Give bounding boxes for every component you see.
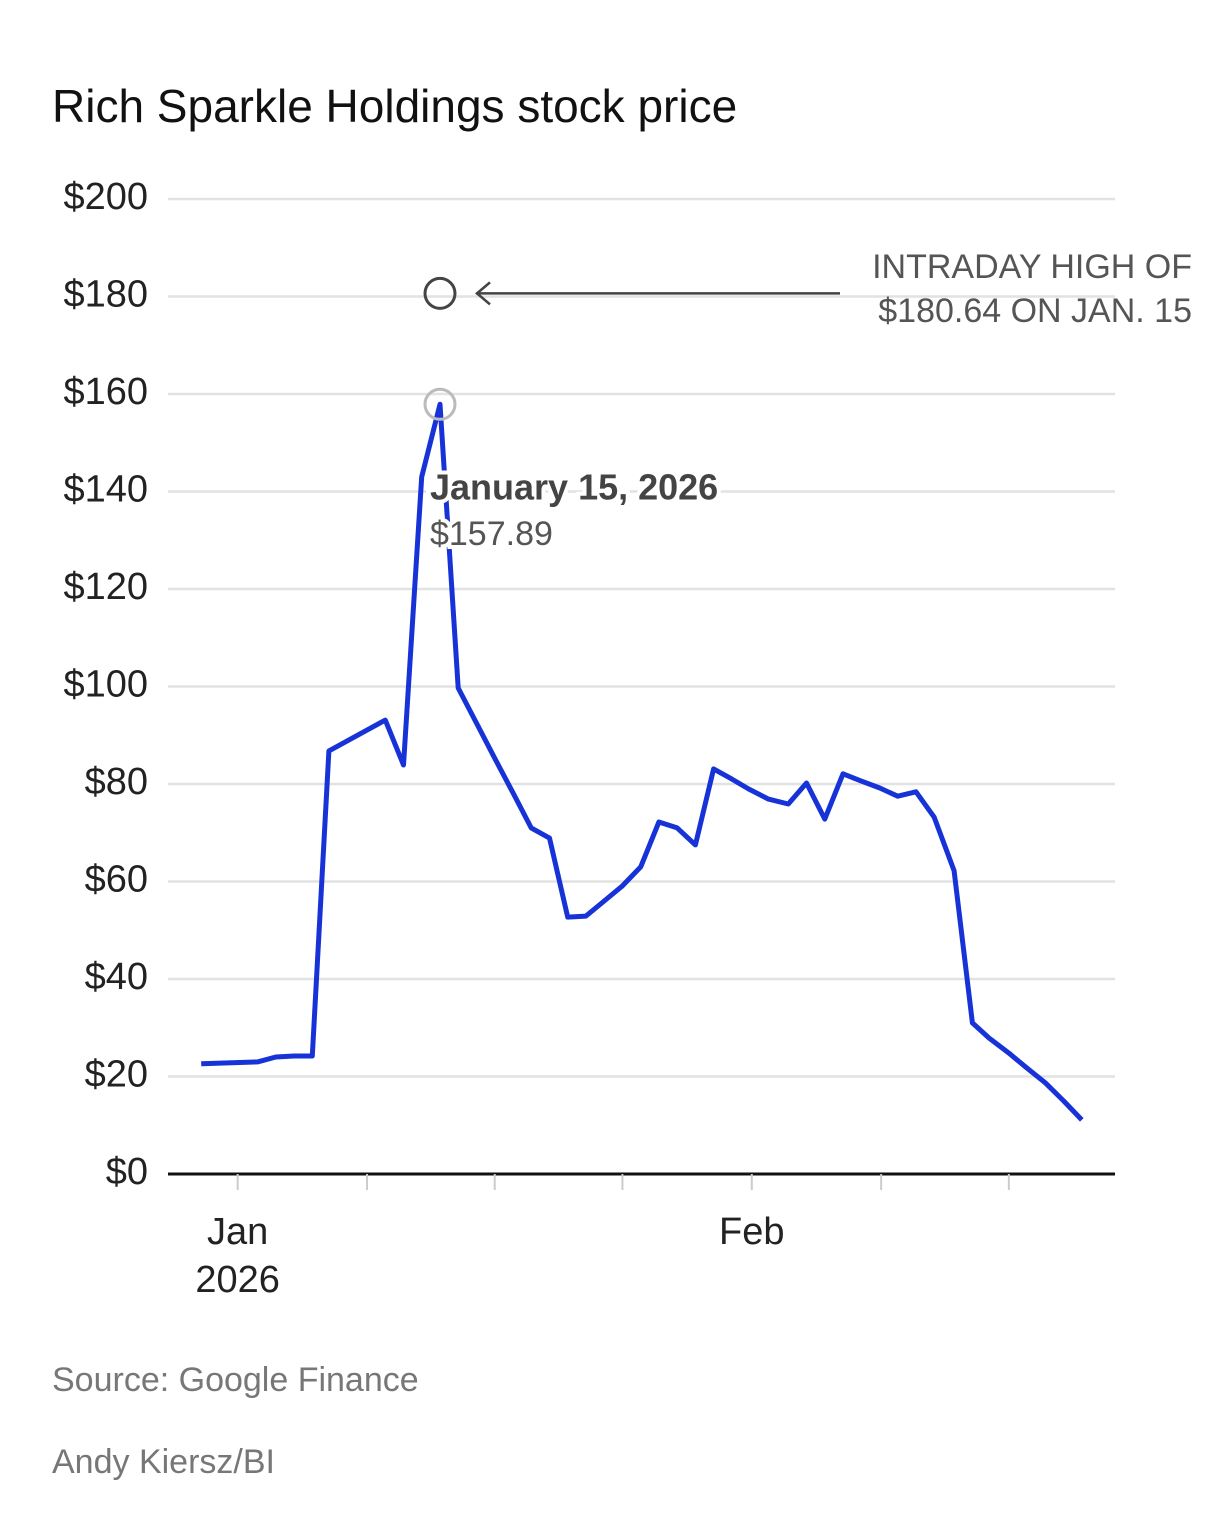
y-tick-label: $140	[63, 469, 148, 511]
y-tick-label: $0	[106, 1151, 148, 1193]
y-tick-label: $180	[63, 274, 148, 316]
y-tick-label: $120	[63, 566, 148, 608]
intraday-high-label: INTRADAY HIGH OF	[872, 248, 1192, 286]
price-line	[201, 401, 1084, 1122]
y-tick-label: $60	[85, 859, 148, 901]
x-tick-label: Feb	[719, 1211, 785, 1253]
x-tick-label: Jan 2026	[195, 1211, 280, 1301]
y-tick-label: $200	[63, 176, 148, 218]
peak-marker	[423, 387, 457, 421]
credit: Andy Kiersz/BI	[52, 1443, 275, 1481]
intraday-high-marker	[423, 276, 457, 310]
arrow-head	[475, 281, 491, 306]
y-tick-label: $160	[63, 371, 148, 413]
source: Source: Google Finance	[52, 1361, 419, 1399]
y-tick-label: $40	[85, 956, 148, 998]
intraday-high-label: $180.64 ON JAN. 15	[878, 292, 1192, 330]
highlight-value: $157.89	[430, 515, 553, 553]
highlight-date: January 15, 2026	[430, 467, 718, 508]
y-tick-label: $20	[85, 1054, 148, 1096]
y-tick-label: $100	[63, 664, 148, 706]
chart-title: Rich Sparkle Holdings stock price	[52, 80, 737, 132]
y-tick-label: $80	[85, 761, 148, 803]
